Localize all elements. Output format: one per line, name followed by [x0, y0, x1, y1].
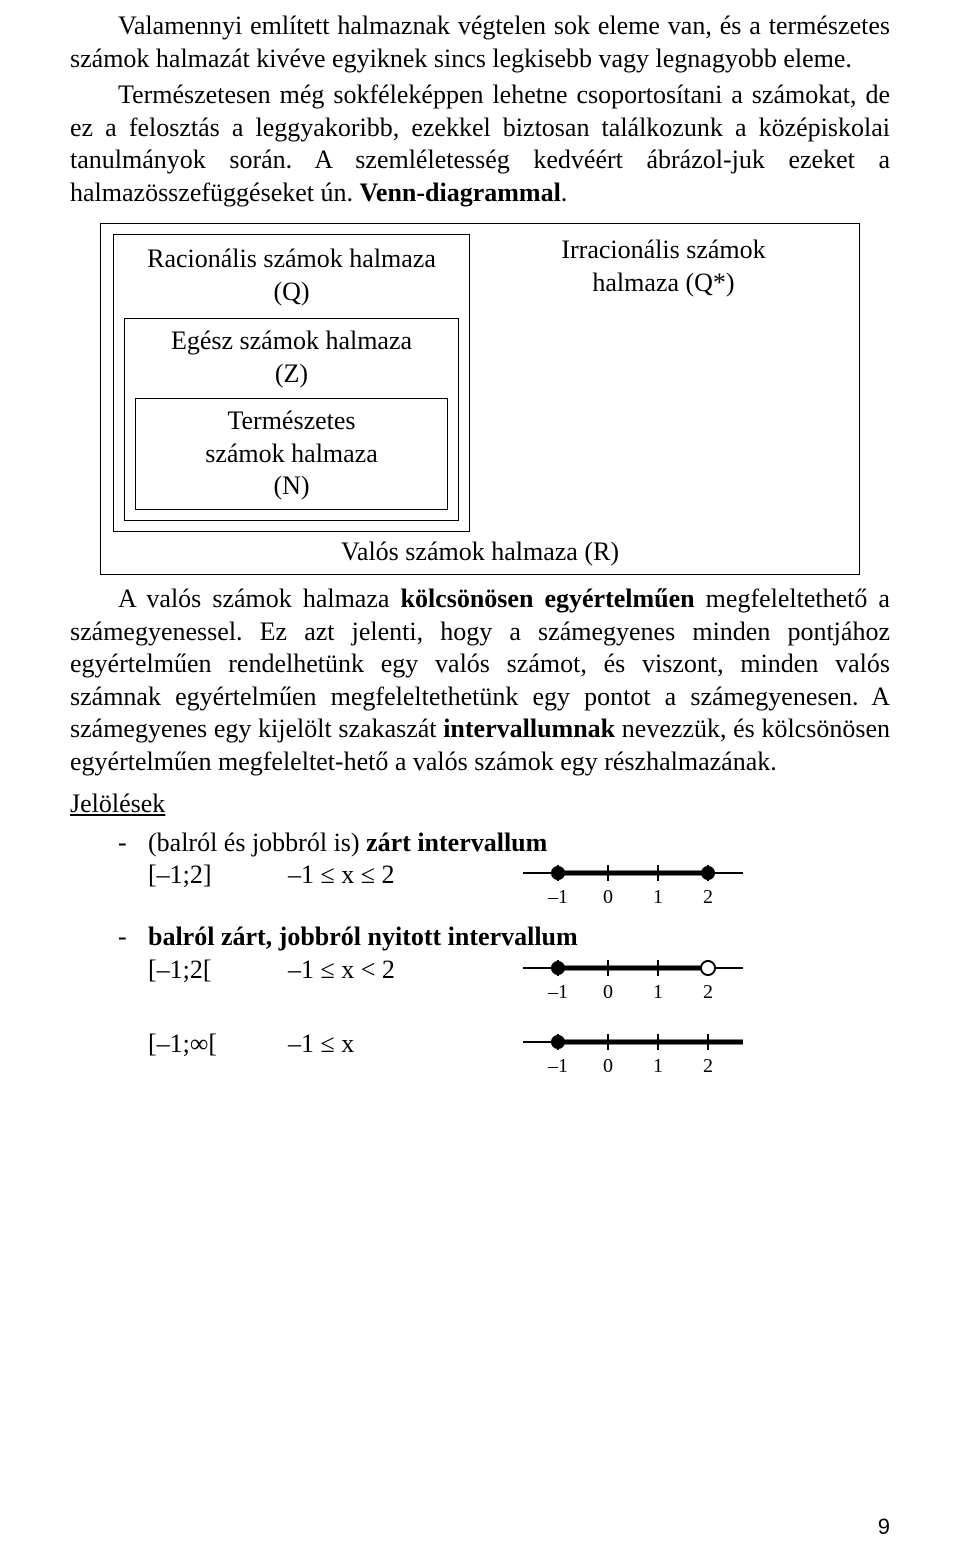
- axis-label: 2: [703, 886, 713, 908]
- natural-label-3: (N): [146, 470, 437, 503]
- rational-label-1: Racionális számok halmaza: [124, 243, 459, 276]
- integer-box: Egész számok halmaza (Z) Természetes szá…: [124, 318, 459, 521]
- axis-label: 1: [653, 1055, 663, 1077]
- integer-label-1: Egész számok halmaza: [135, 325, 448, 358]
- paragraph-2-venn: Venn-diagrammal: [360, 178, 561, 207]
- interval-closed-inequality: –1 ≤ x ≤ 2: [288, 859, 518, 915]
- natural-label-1: Természetes: [146, 405, 437, 438]
- paragraph-3-d: intervallumnak: [443, 714, 615, 743]
- axis-label: 0: [603, 981, 613, 1003]
- interval-halfopen-notation: [–1;2[: [148, 954, 288, 1010]
- interval-inf-notation: [–1;∞[: [148, 1028, 288, 1084]
- rational-label-2: (Q): [124, 276, 459, 309]
- interval-halfopen: - balról zárt, jobbról nyitott intervall…: [118, 921, 890, 1084]
- interval-inf-axis: –1 0 1 2: [518, 1028, 748, 1084]
- axis-label: –1: [547, 1055, 568, 1077]
- interval-closed-text: (balról és jobbról is) zárt intervallum …: [148, 827, 890, 916]
- interval-halfopen-axis: –1 0 1 2: [518, 954, 748, 1010]
- interval-halfopen-inequality: –1 ≤ x < 2: [288, 954, 518, 1010]
- page: Valamennyi említett halmaznak végtelen s…: [0, 0, 960, 1554]
- axis-label: 1: [653, 886, 663, 908]
- jelolesek-heading: Jelölések: [70, 788, 890, 821]
- interval-closed-title-b: zárt intervallum: [366, 828, 547, 857]
- page-number: 9: [878, 1513, 890, 1541]
- interval-closed-axis: –1 0 1 2: [518, 859, 748, 915]
- axis-label: 1: [653, 981, 663, 1003]
- paragraph-1: Valamennyi említett halmaznak végtelen s…: [70, 10, 890, 75]
- interval-closed: - (balról és jobbról is) zárt intervallu…: [118, 827, 890, 916]
- dash-icon: -: [118, 921, 148, 954]
- irrational-label-1: Irracionális számok: [480, 234, 847, 267]
- paragraph-2-c: .: [561, 178, 568, 207]
- axis-label: 0: [603, 1055, 613, 1077]
- dash-icon: -: [118, 827, 148, 860]
- axis-label: –1: [547, 981, 568, 1003]
- natural-box: Természetes számok halmaza (N): [135, 398, 448, 510]
- number-line-1: –1 0 1 2: [518, 859, 748, 915]
- interval-halfopen-title: balról zárt, jobbról nyitott intervallum: [148, 921, 890, 954]
- real-label: Valós számok halmaza (R): [113, 536, 847, 569]
- axis-label: –1: [547, 886, 568, 908]
- venn-diagram: Racionális számok halmaza (Q) Egész szám…: [100, 223, 860, 575]
- paragraph-3: A valós számok halmaza kölcsönösen egyér…: [70, 583, 890, 778]
- interval-closed-title-a: (balról és jobbról is): [148, 828, 366, 857]
- axis-label: 2: [703, 981, 713, 1003]
- number-line-3: –1 0 1 2: [518, 1028, 748, 1084]
- interval-halfopen-text: balról zárt, jobbról nyitott intervallum…: [148, 921, 890, 1084]
- integer-label-2: (Z): [135, 358, 448, 391]
- interval-inf-inequality: –1 ≤ x: [288, 1028, 518, 1084]
- interval-closed-notation: [–1;2]: [148, 859, 288, 915]
- paragraph-3-a: A valós számok halmaza: [118, 584, 400, 613]
- axis-label: 2: [703, 1055, 713, 1077]
- natural-label-2: számok halmaza: [146, 438, 437, 471]
- rational-box: Racionális számok halmaza (Q) Egész szám…: [113, 234, 470, 532]
- paragraph-2: Természetesen még sokféleképpen lehetne …: [70, 79, 890, 209]
- paragraph-3-b: kölcsönösen egyértelműen: [400, 584, 694, 613]
- number-line-2: –1 0 1 2: [518, 954, 748, 1010]
- venn-irrational-col: Irracionális számok halmaza (Q*): [480, 234, 847, 532]
- venn-rational-col: Racionális számok halmaza (Q) Egész szám…: [113, 234, 480, 532]
- axis-label: 0: [603, 886, 613, 908]
- venn-top-row: Racionális számok halmaza (Q) Egész szám…: [113, 234, 847, 532]
- irrational-label-2: halmaza (Q*): [480, 267, 847, 300]
